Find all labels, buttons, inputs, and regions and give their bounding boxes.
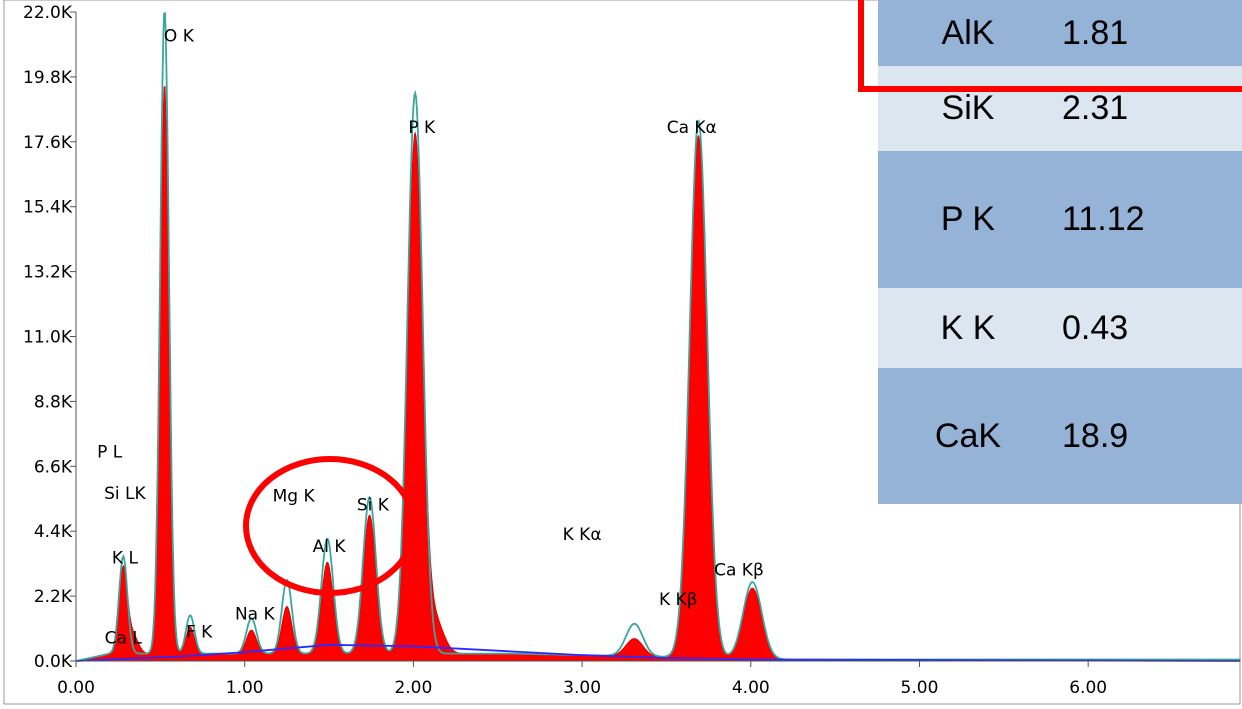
mgk-highlight-ellipse <box>243 456 417 596</box>
peak-label: P L <box>97 442 123 462</box>
y-tick-label: 4.4K <box>34 522 73 542</box>
x-tick-label: 1.00 <box>226 678 264 698</box>
table-row: AlK 1.81 <box>878 0 1242 66</box>
plot-area <box>75 11 1241 662</box>
peak-label: Ca L <box>105 628 143 648</box>
peak-label: Si LK <box>104 484 146 504</box>
table-row: SiK 2.31 <box>878 66 1242 151</box>
y-tick-label: 19.8K <box>23 68 73 88</box>
x-tick-label: 6.00 <box>1069 678 1107 698</box>
peak-label: Na K <box>235 605 276 625</box>
background-line-series <box>75 643 1241 662</box>
peak-label: Al K <box>313 537 347 557</box>
x-tick-label: 4.00 <box>732 678 770 698</box>
element-cell: SiK <box>941 89 995 127</box>
y-tick-label: 11.0K <box>23 328 73 348</box>
peak-label: Ca Kα <box>667 118 717 138</box>
y-tick-label: 0.0K <box>34 652 73 672</box>
table-row: P K 11.12 <box>878 151 1242 288</box>
peak-labels: O K P K Ca Kα P L Si LK K L Ca L F K Na K Mg K Si … <box>97 27 764 649</box>
y-axis-ticks: 0.0K 2.2K 4.4K 6.6K 8.8K 11.0K 13.2K 15.4K 17.6K… <box>23 3 76 672</box>
peak-label: K Kβ <box>659 590 698 610</box>
value-cell: 2.31 <box>1062 89 1129 127</box>
peak-label: Si K <box>357 496 390 516</box>
value-cell: 1.81 <box>1062 13 1129 52</box>
x-tick-label: 0.00 <box>57 678 95 698</box>
y-tick-label: 22.0K <box>23 3 73 23</box>
composition-table: AlK 1.81 SiK 2.31 P K 11.12 K K 0.43 CaK… <box>878 0 1242 504</box>
fit-line-series <box>75 11 1240 662</box>
element-cell: CaK <box>934 416 1002 455</box>
peak-label: O K <box>164 27 195 47</box>
peak-label: K L <box>112 549 139 569</box>
y-tick-label: 17.6K <box>23 133 73 153</box>
element-cell: AlK <box>941 13 995 52</box>
peak-label: F K <box>186 622 213 642</box>
y-tick-label: 6.6K <box>34 457 73 477</box>
y-tick-label: 15.4K <box>23 198 73 218</box>
element-cell: P K <box>940 200 996 238</box>
value-cell: 0.43 <box>1062 308 1129 347</box>
value-cell: 18.9 <box>1062 416 1129 455</box>
element-cell: K K <box>940 308 996 347</box>
x-tick-label: 2.00 <box>394 678 432 698</box>
y-tick-label: 13.2K <box>23 263 73 283</box>
y-tick-label: 2.2K <box>34 587 73 607</box>
table-row: CaK 18.9 <box>878 368 1242 504</box>
x-tick-label: 5.00 <box>901 678 939 698</box>
table-row: K K 0.43 <box>878 288 1242 368</box>
y-tick-label: 8.8K <box>34 392 73 412</box>
x-tick-label: 3.00 <box>563 678 601 698</box>
x-axis-ticks: 0.00 1.00 2.00 3.00 4.00 5.00 6.00 <box>57 661 1107 698</box>
alk-highlight-box <box>858 0 1242 92</box>
peak-label: P K <box>408 118 436 138</box>
value-cell: 11.12 <box>1062 200 1145 238</box>
peak-label: Ca Kβ <box>714 560 764 580</box>
peak-label: K Kα <box>563 525 602 545</box>
peak-label: Mg K <box>273 487 316 507</box>
